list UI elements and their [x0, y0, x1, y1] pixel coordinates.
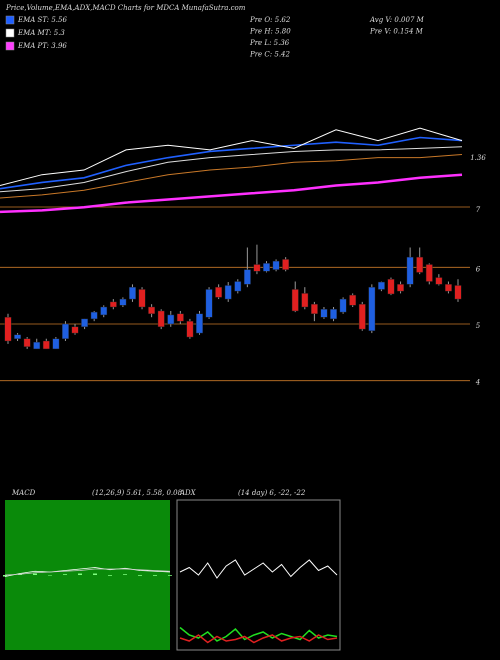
candle-body: [234, 281, 242, 292]
candle-body: [119, 298, 127, 306]
histogram-bar: [78, 573, 82, 575]
ema-line: [0, 173, 463, 214]
candle-body: [109, 301, 117, 308]
candle-body: [435, 277, 443, 285]
candle-body: [425, 264, 433, 282]
chart-title: Price,Volume,EMA,ADX,MACD Charts for MDC…: [5, 4, 246, 12]
annotation: 1.36: [470, 154, 486, 162]
legend-swatch: [5, 15, 15, 25]
candle-body: [445, 284, 452, 292]
stat: Pre C: 5.42: [249, 51, 290, 59]
candle-body: [157, 310, 165, 328]
candle-body: [205, 289, 213, 318]
adx-line: [179, 634, 338, 644]
stat: Pre V: 0.154 M: [369, 28, 424, 36]
panel: [176, 499, 341, 651]
candle-body: [406, 256, 414, 285]
candle-body: [416, 256, 424, 273]
candle-body: [186, 320, 194, 338]
adx-line: [179, 626, 338, 642]
candle-body: [320, 309, 328, 318]
stat: Avg V: 0.007 M: [369, 16, 425, 24]
candle-body: [397, 284, 404, 292]
candle-body: [52, 338, 60, 350]
y-tick-label: 4: [475, 379, 480, 387]
candle-body: [23, 338, 31, 347]
candle-body: [301, 293, 309, 308]
legend-swatch: [5, 41, 15, 51]
histogram-bar: [108, 575, 112, 576]
candle-body: [253, 264, 261, 272]
candle-body: [148, 306, 156, 315]
candle-body: [33, 341, 41, 350]
legend-label: EMA ST: 5.56: [17, 16, 67, 24]
legend-label: EMA MT: 5.3: [17, 29, 65, 37]
candle-body: [215, 286, 223, 298]
candle-body: [339, 298, 347, 313]
candle-body: [62, 323, 69, 339]
candle-body: [176, 313, 184, 322]
ema-line: [0, 146, 463, 193]
histogram-bar: [33, 573, 37, 575]
candle-body: [90, 311, 98, 320]
stat: Pre H: 5.80: [249, 28, 291, 36]
macd-line: [4, 568, 171, 576]
candle-body: [14, 334, 21, 339]
candle-body: [282, 259, 290, 270]
candle-body: [138, 289, 146, 308]
legend-swatch: [5, 28, 15, 38]
candle-body: [378, 281, 385, 290]
histogram-bar: [93, 573, 97, 575]
ema-line: [0, 127, 463, 187]
candle-body: [167, 314, 175, 325]
ema-line: [0, 136, 463, 190]
histogram-bar: [168, 575, 172, 576]
candle-body: [129, 286, 136, 300]
histogram-bar: [3, 575, 7, 577]
candle-body: [272, 260, 280, 270]
candle-body: [387, 279, 395, 295]
candle-body: [358, 303, 366, 330]
candle-body: [71, 326, 79, 334]
panel: [5, 500, 170, 650]
histogram-bar: [48, 575, 52, 576]
candle-body: [196, 313, 203, 334]
candle-body: [81, 318, 88, 328]
panel-subtitle: (12,26,9) 5.61, 5.58, 0.08: [92, 489, 183, 497]
panel-subtitle: (14 day) 6, -22, -22: [238, 489, 306, 497]
panel-title: ADX: [179, 489, 197, 497]
annotation: 7: [476, 206, 481, 214]
histogram-bar: [123, 574, 127, 575]
candle-body: [4, 317, 12, 342]
candle-body: [368, 286, 376, 331]
candle-body: [310, 303, 318, 314]
candle-body: [349, 294, 357, 306]
y-tick-label: 6: [476, 265, 481, 273]
candle-body: [263, 263, 270, 272]
candle-body: [224, 285, 232, 300]
legend-label: EMA PT: 3.96: [17, 42, 67, 50]
adx-line: [179, 559, 338, 579]
y-tick-label: 5: [476, 322, 481, 330]
ema-line: [0, 154, 463, 199]
candle-body: [100, 306, 108, 316]
candle-body: [42, 340, 50, 350]
stat: Pre L: 5.36: [249, 39, 290, 47]
candle-body: [330, 309, 337, 320]
candle-body: [243, 269, 251, 285]
stat: Pre O: 5.62: [249, 16, 291, 24]
macd-line: [4, 567, 171, 577]
panel-title: MACD: [11, 489, 36, 497]
candle-body: [291, 289, 299, 312]
candle-body: [454, 285, 462, 300]
histogram-bar: [63, 574, 67, 575]
histogram-bar: [153, 575, 157, 576]
histogram-bar: [138, 575, 142, 576]
